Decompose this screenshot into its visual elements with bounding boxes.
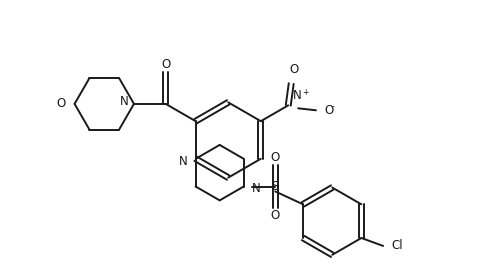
- Text: O: O: [290, 63, 299, 76]
- Text: S: S: [272, 180, 279, 193]
- Text: Cl: Cl: [391, 239, 403, 252]
- Text: O: O: [324, 104, 333, 117]
- Text: -: -: [332, 102, 335, 111]
- Text: N: N: [251, 182, 261, 195]
- Text: N: N: [179, 155, 187, 168]
- Text: O: O: [56, 97, 66, 110]
- Text: N: N: [293, 89, 302, 102]
- Text: O: O: [271, 151, 280, 164]
- Text: N: N: [120, 95, 129, 108]
- Text: +: +: [302, 88, 308, 97]
- Text: O: O: [161, 58, 170, 71]
- Text: O: O: [271, 209, 280, 222]
